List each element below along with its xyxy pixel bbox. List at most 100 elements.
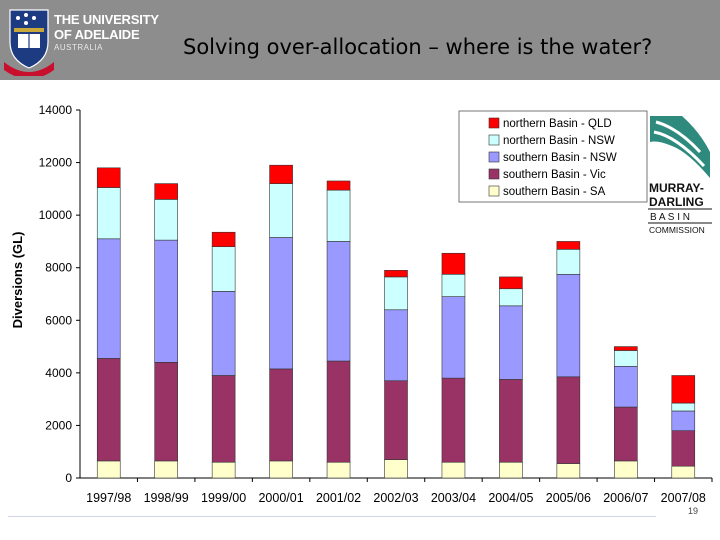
bar-segment bbox=[154, 239, 178, 363]
bar-segment bbox=[269, 460, 293, 479]
bar-segment bbox=[269, 368, 293, 462]
x-tick-label: 1998/99 bbox=[144, 491, 189, 505]
legend-swatch bbox=[488, 134, 500, 146]
bar-segment bbox=[269, 183, 293, 238]
y-tick-label: 10000 bbox=[39, 208, 73, 222]
bar-segment bbox=[211, 461, 236, 479]
bar-segment bbox=[556, 241, 581, 250]
bar-segment bbox=[499, 276, 523, 290]
bar-segment bbox=[441, 296, 466, 379]
y-tick-label: 12000 bbox=[39, 156, 73, 170]
x-tick-label: 2005/06 bbox=[546, 491, 591, 505]
bar-segment bbox=[556, 463, 581, 479]
bar-segment bbox=[499, 305, 523, 380]
bar-segment bbox=[326, 360, 351, 463]
university-country: AUSTRALIA bbox=[54, 43, 103, 52]
bar-segment bbox=[671, 465, 696, 479]
legend-label: northern Basin - NSW bbox=[503, 135, 615, 147]
y-tick-label: 14000 bbox=[39, 103, 73, 117]
slide-title: Solving over-allocation – where is the w… bbox=[183, 35, 653, 59]
murray-darling-basin-commission-logo: MURRAY- DARLING B A S I N COMMISSION bbox=[648, 116, 712, 235]
bar-segment bbox=[211, 375, 236, 463]
legend-label: northern Basin - QLD bbox=[503, 118, 612, 130]
bar-segment bbox=[614, 365, 638, 408]
logo-text-line1: MURRAY- bbox=[649, 181, 704, 195]
bar-segment bbox=[211, 231, 236, 247]
bar-segment bbox=[384, 459, 408, 479]
y-tick-label: 8000 bbox=[45, 261, 72, 275]
bar-segment bbox=[269, 164, 293, 184]
y-axis-label: Diversions (GL) bbox=[10, 232, 25, 329]
wave-icon bbox=[650, 116, 710, 178]
footer-divider bbox=[8, 516, 656, 517]
bar-segment bbox=[384, 276, 408, 311]
bar-segment bbox=[441, 461, 466, 479]
bar-segment bbox=[154, 183, 178, 200]
bar-segment bbox=[614, 346, 638, 351]
bar-segment bbox=[441, 252, 466, 275]
bar-segment bbox=[384, 270, 408, 278]
bar-segment bbox=[671, 430, 696, 467]
bar-segment bbox=[671, 375, 696, 404]
x-tick-label: 1999/00 bbox=[201, 491, 246, 505]
bar-segment bbox=[556, 376, 581, 464]
y-tick-label: 4000 bbox=[45, 366, 72, 380]
legend-swatch bbox=[488, 168, 500, 180]
y-tick-label: 6000 bbox=[45, 313, 72, 327]
legend: northern Basin - QLD northern Basin - NSW… bbox=[458, 110, 648, 203]
bar-segment bbox=[614, 406, 638, 462]
bar-segment bbox=[326, 180, 351, 191]
bar-segment bbox=[154, 362, 178, 462]
y-tick-label: 0 bbox=[65, 471, 72, 485]
y-tick-label: 2000 bbox=[45, 418, 72, 432]
bar-segment bbox=[96, 167, 121, 188]
bar-segment bbox=[96, 187, 121, 240]
bar-segment bbox=[96, 358, 121, 462]
x-tick-label: 2007/08 bbox=[661, 491, 706, 505]
bar-segment bbox=[96, 460, 121, 479]
bar-segment bbox=[326, 461, 351, 479]
bar-segment bbox=[441, 377, 466, 463]
x-tick-label: 2003/04 bbox=[431, 491, 476, 505]
bar-segment bbox=[556, 273, 581, 378]
x-tick-label: 1997/98 bbox=[86, 491, 131, 505]
x-tick-label: 2001/02 bbox=[316, 491, 361, 505]
bar-segment bbox=[441, 273, 466, 297]
bar-segment bbox=[326, 241, 351, 362]
university-name-line1: THE UNIVERSITY bbox=[54, 12, 159, 27]
logo-text-line3: B A S I N bbox=[650, 212, 690, 223]
logo-text-line2: DARLING bbox=[649, 195, 704, 209]
x-tick-label: 2004/05 bbox=[488, 491, 533, 505]
bar-segment bbox=[556, 249, 581, 275]
bar-segment bbox=[614, 350, 638, 367]
page-number: 19 bbox=[688, 506, 699, 516]
legend-swatch bbox=[488, 117, 500, 129]
bar-segment bbox=[211, 246, 236, 292]
legend-label: southern Basin - NSW bbox=[503, 152, 617, 164]
bar-segment bbox=[499, 288, 523, 307]
legend-label: southern Basin - Vic bbox=[503, 169, 606, 181]
legend-swatch bbox=[488, 151, 500, 163]
bar-segment bbox=[499, 379, 523, 463]
bar-segment bbox=[384, 380, 408, 460]
bar-segment bbox=[384, 309, 408, 382]
bar-segment bbox=[154, 199, 178, 241]
legend-label: southern Basin - SA bbox=[503, 186, 606, 198]
bar-segment bbox=[671, 402, 696, 412]
x-tick-label: 2000/01 bbox=[258, 491, 303, 505]
legend-swatch bbox=[488, 185, 500, 197]
x-axis: 1997/98 1998/99 1999/00 2000/01 2001/02 2002/… bbox=[80, 477, 713, 505]
bar-segment bbox=[326, 189, 351, 242]
university-name-line2: OF ADELAIDE bbox=[54, 27, 140, 42]
x-tick-label: 2006/07 bbox=[603, 491, 648, 505]
bar-segment bbox=[499, 461, 523, 479]
bar-segment bbox=[671, 410, 696, 431]
x-tick-label: 2002/03 bbox=[373, 491, 418, 505]
logo-text-line4: COMMISSION bbox=[649, 225, 705, 235]
bar-segment bbox=[269, 237, 293, 370]
stacked-bar-chart: Diversions (GL) 0 2000 4000 6000 8000 10000 12… bbox=[10, 103, 713, 505]
bar-segment bbox=[614, 460, 638, 479]
slide-header: THE UNIVERSITY OF ADELAIDE AUSTRALIA Sol… bbox=[0, 0, 720, 80]
university-crest-icon bbox=[4, 9, 54, 76]
bars-group bbox=[96, 164, 696, 479]
